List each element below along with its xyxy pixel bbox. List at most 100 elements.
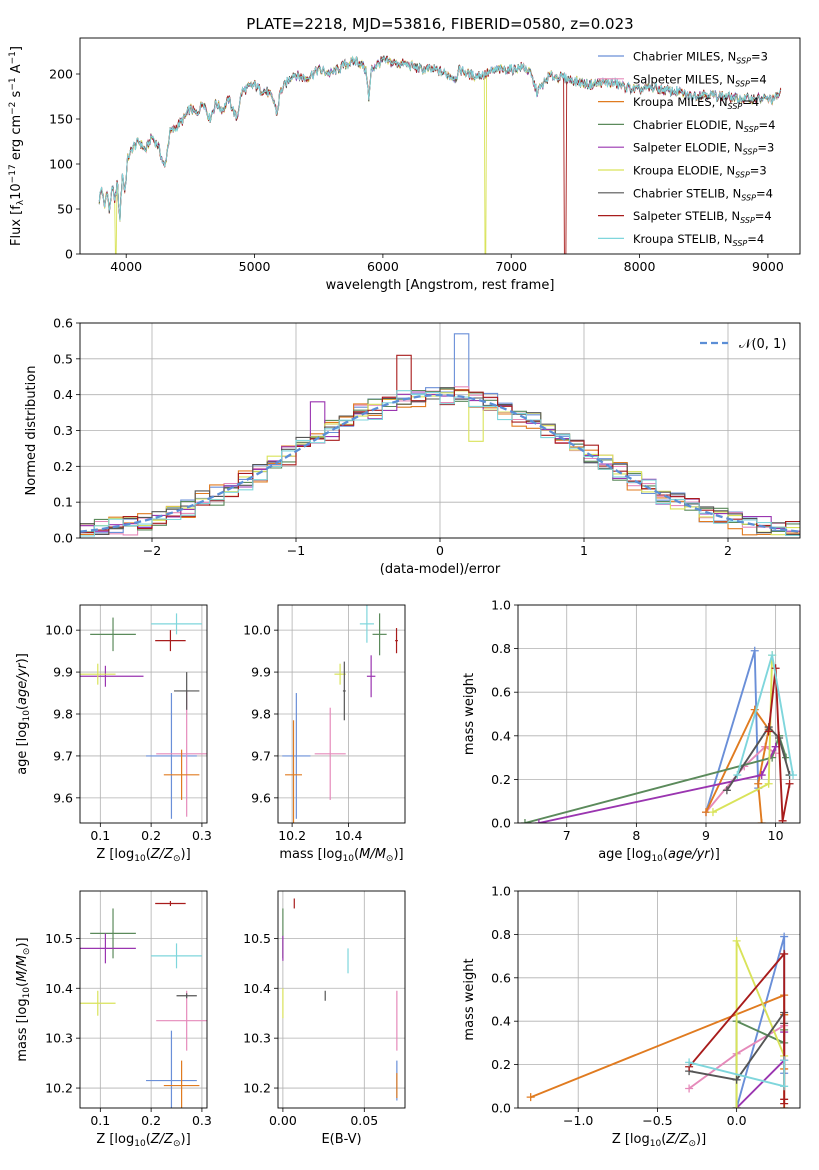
x-tick-label: 10.4	[335, 828, 363, 843]
x-tick-label: −2	[143, 543, 161, 558]
x-tick-label: 10.2	[278, 828, 306, 843]
y-axis-label: Normed distribution	[24, 366, 39, 496]
weight-marker	[732, 1104, 741, 1108]
x-tick-label: 0	[436, 543, 444, 558]
x-tick-label: 8	[632, 828, 640, 843]
z-age-panel: 0.1 0.2 0.3 9.6 9.7 9.8 9.9 10.0 Z [log10(Z/Z⊙)]…	[15, 604, 212, 864]
weight-marker	[702, 808, 710, 817]
y-tick-label: 10.0	[243, 623, 271, 638]
legend-entry: Chabrier MILES, NSSP=3	[633, 50, 768, 66]
legend-entry: Salpeter ELODIE, NSSP=3	[633, 141, 774, 157]
x-tick-label: 6000	[367, 259, 399, 274]
y-tick-label: 9.7	[53, 748, 73, 763]
weight-marker	[722, 786, 731, 795]
x-axis-label: Z [log10(Z/Z⊙)]	[96, 1132, 190, 1149]
y-tick-label: 100	[49, 157, 73, 172]
x-axis-label: mass [log10(M/M⊙)]	[279, 847, 403, 864]
z-mass-grid	[80, 891, 207, 1108]
y-tick-label: 9.8	[251, 707, 271, 722]
ebv-mass-panel: 0.00 0.05 10.2 10.3 10.4 10.5 E(B-V)	[243, 890, 406, 1147]
weight-marker	[780, 1099, 789, 1108]
x-tick-label: 10	[768, 828, 784, 843]
legend: 𝒩(0, 1)	[700, 337, 786, 352]
weight-marker	[780, 1082, 789, 1091]
weight-marker	[754, 779, 763, 788]
x-tick-label: 0.2	[141, 828, 161, 843]
y-tick-label: 0.0	[491, 1101, 511, 1116]
y-tick-label: 0.8	[491, 641, 511, 656]
y-tick-label: 0.3	[53, 423, 73, 438]
x-tick-label: 9000	[752, 259, 784, 274]
x-tick-label: 7000	[495, 259, 527, 274]
x-tick-label: 1	[580, 543, 588, 558]
x-tick-label: −1.0	[563, 1113, 593, 1128]
legend-entry: Salpeter MILES, NSSP=4	[633, 72, 767, 88]
residuals-frame	[79, 322, 801, 539]
x-tick-label: 8000	[624, 259, 656, 274]
gaussian-curve	[80, 393, 800, 533]
z-age-frame	[79, 604, 208, 824]
y-tick-label: 0.6	[491, 970, 511, 985]
weight-marker	[708, 808, 717, 817]
y-tick-label: 0.4	[53, 387, 73, 402]
z-weight-plot-area	[526, 932, 789, 1108]
legend-entry: Salpeter STELIB, NSSP=4	[633, 209, 772, 225]
y-tick-label: 10.5	[45, 931, 73, 946]
weight-marker	[764, 727, 773, 736]
x-axis-label: E(B-V)	[321, 1132, 361, 1147]
legend-entry: Kroupa MILES, NSSP=4	[633, 95, 759, 111]
weight-line	[726, 725, 791, 791]
weight-marker	[520, 819, 529, 823]
age-weight-plot-area	[520, 646, 798, 823]
x-axis-label: Z [log10(Z/Z⊙)]	[96, 847, 190, 864]
x-tick-label: 0.00	[269, 1113, 297, 1128]
weight-marker	[768, 651, 777, 660]
y-tick-label: 9.6	[251, 790, 271, 805]
x-axis-label: (data-model)/error	[380, 562, 501, 577]
z-age-grid	[80, 605, 207, 823]
legend-entry: Chabrier ELODIE, NSSP=4	[633, 118, 775, 134]
weight-marker	[785, 779, 794, 788]
y-tick-label: 0.8	[491, 927, 511, 942]
y-tick-label: 9.6	[53, 790, 73, 805]
z-weight-grid	[518, 890, 800, 1109]
weight-marker	[764, 779, 773, 788]
y-tick-label: 50	[57, 202, 73, 217]
y-axis-label: Flux [fλ10−17 erg cm−2 s−1 A−1]	[8, 46, 26, 246]
x-tick-label: −1	[287, 543, 305, 558]
age-weight-panel: 7 8 9 10 0.0 0.2 0.4 0.6 0.8 1.0 age [log10(age/yr…	[462, 598, 801, 864]
weight-marker	[526, 1093, 535, 1102]
y-tick-label: 9.9	[251, 665, 271, 680]
x-tick-label: 9	[702, 828, 710, 843]
age-weight-frame	[517, 604, 801, 824]
weight-marker	[685, 1084, 694, 1093]
y-tick-label: 0.0	[53, 531, 73, 546]
weight-line	[767, 668, 791, 821]
y-tick-label: 0.6	[53, 316, 73, 331]
mass-age-panel: 10.2 10.4 9.6 9.7 9.8 9.9 10.0 mass [log10(M/M⊙…	[243, 604, 406, 864]
z-weight-frame	[517, 890, 801, 1109]
x-tick-label: 0.0	[727, 1113, 747, 1128]
weight-marker	[733, 771, 742, 780]
x-tick-label: 2	[724, 543, 732, 558]
residuals-plot-area	[80, 333, 800, 538]
y-tick-label: 0.4	[491, 728, 511, 743]
x-tick-label: 4000	[110, 259, 142, 274]
residuals-panel: −2 −1 0 1 2 0.0 0.1 0.2 0.3 0.4 0.5 0.6 𝒩(0, 1) (data…	[24, 316, 801, 577]
weight-marker	[732, 1075, 741, 1084]
spectrum-plot-area	[98, 54, 782, 254]
y-tick-label: 10.5	[243, 931, 271, 946]
weight-marker	[778, 816, 787, 823]
y-tick-label: 1.0	[491, 598, 511, 613]
x-tick-label: 5000	[239, 259, 271, 274]
ebv-mass-plot-area	[282, 898, 398, 1101]
x-axis-label: wavelength [Angstrom, rest frame]	[326, 278, 555, 293]
z-weight-panel: −1.0 −0.5 0.0 0.0 0.2 0.4 0.6 0.8 1.0 Z [log10(Z/…	[462, 884, 801, 1149]
legend-entry: Kroupa ELODIE, NSSP=3	[633, 164, 767, 180]
x-tick-label: −0.5	[642, 1113, 672, 1128]
y-tick-label: 0.6	[491, 685, 511, 700]
y-tick-label: 0.2	[491, 1057, 511, 1072]
y-tick-label: 150	[49, 112, 73, 127]
y-axis-label: mass weight	[462, 673, 477, 755]
x-tick-label: 0.1	[90, 1113, 110, 1128]
